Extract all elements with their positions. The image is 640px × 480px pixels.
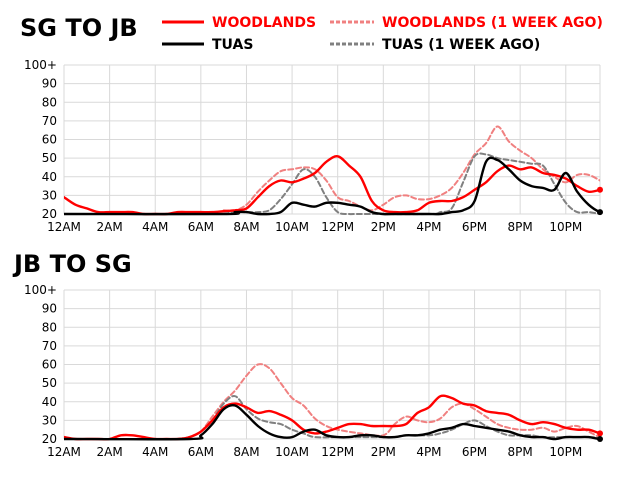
x-tick-label: 10PM — [549, 220, 582, 234]
y-tick-label: 90 — [42, 302, 57, 316]
x-tick-label: 2AM — [97, 445, 123, 459]
x-tick-label: 8AM — [233, 445, 259, 459]
y-tick-label: 70 — [42, 114, 57, 128]
x-tick-label: 2AM — [97, 220, 123, 234]
chart-jb-to-sg: 20 30 40 50 60 70 80 90 100+ 12AM 2AM 4AM 6AM 8AM 10AM… — [24, 283, 603, 459]
x-tick-label: 12AM — [47, 220, 81, 234]
series-endpoint-marker — [597, 209, 603, 216]
chart-sg-to-jb: 20 30 40 50 60 70 80 90 100+ 12AM 2AM 4AM 6AM 8AM 10AM… — [24, 58, 603, 234]
y-tick-label: 90 — [42, 77, 57, 91]
x-tick-label: 4AM — [142, 220, 168, 234]
y-tick-label: 100+ — [24, 283, 57, 297]
legend-item-tuas: TUAS — [162, 37, 253, 53]
y-tick-label: 60 — [42, 358, 57, 372]
legend-item-woodlands: WOODLANDS — [162, 15, 316, 31]
x-tick-label: 12PM — [321, 220, 354, 234]
series-line-tuas-1-week-ago — [177, 395, 600, 440]
x-tick-label: 6AM — [188, 445, 214, 459]
x-tick-label: 10AM — [275, 445, 309, 459]
x-tick-label: 6PM — [462, 220, 487, 234]
legend-label-tuas-1-week-ago: TUAS (1 WEEK AGO) — [382, 37, 540, 53]
x-tick-label: 12AM — [47, 445, 81, 459]
series-line-woodlands-1-week-ago — [177, 363, 600, 440]
chart-title-sg-to-jb: SG TO JB — [20, 14, 138, 42]
x-tick-label: 12PM — [321, 445, 354, 459]
x-tick-label: 8PM — [508, 445, 533, 459]
y-tick-label: 50 — [42, 376, 57, 390]
y-tick-label: 60 — [42, 133, 57, 147]
legend-label-woodlands: WOODLANDS — [212, 15, 316, 31]
x-tick-label: 6AM — [188, 220, 214, 234]
y-tick-label: 40 — [42, 395, 57, 409]
series-endpoint-marker — [597, 430, 603, 437]
y-tick-label: 40 — [42, 170, 57, 184]
legend-item-tuas-1-week-ago: TUAS (1 WEEK AGO) — [330, 37, 540, 53]
series-line-tuas-1-week-ago — [222, 152, 600, 216]
y-tick-label: 100+ — [24, 58, 57, 72]
y-tick-label: 20 — [42, 207, 57, 221]
legend-label-woodlands-1-week-ago: WOODLANDS (1 WEEK AGO) — [382, 15, 603, 31]
series-line-tuas — [64, 156, 600, 216]
x-tick-label: 6PM — [462, 445, 487, 459]
legend-label-tuas: TUAS — [212, 37, 253, 53]
x-tick-label: 2PM — [371, 445, 396, 459]
x-tick-label: 2PM — [371, 220, 396, 234]
series-line-tuas — [64, 404, 600, 441]
x-tick-label: 4PM — [416, 445, 441, 459]
x-tick-label: 8AM — [233, 220, 259, 234]
x-tick-label: 10PM — [549, 445, 582, 459]
x-tick-label: 4AM — [142, 445, 168, 459]
y-tick-label: 30 — [42, 413, 57, 427]
y-tick-label: 50 — [42, 151, 57, 165]
series-endpoint-marker — [597, 436, 603, 442]
y-tick-label: 20 — [42, 432, 57, 446]
chart-title-jb-to-sg: JB TO SG — [12, 250, 132, 278]
series-endpoint-marker — [597, 186, 603, 193]
x-tick-label: 10AM — [275, 220, 309, 234]
y-tick-label: 30 — [42, 188, 57, 202]
legend-item-woodlands-1-week-ago: WOODLANDS (1 WEEK AGO) — [330, 15, 603, 31]
x-tick-label: 4PM — [416, 220, 441, 234]
legend: WOODLANDS WOODLANDS (1 WEEK AGO) TUAS TU… — [162, 15, 603, 53]
y-tick-label: 80 — [42, 320, 57, 334]
y-tick-label: 80 — [42, 95, 57, 109]
x-tick-label: 8PM — [508, 220, 533, 234]
y-tick-label: 70 — [42, 339, 57, 353]
